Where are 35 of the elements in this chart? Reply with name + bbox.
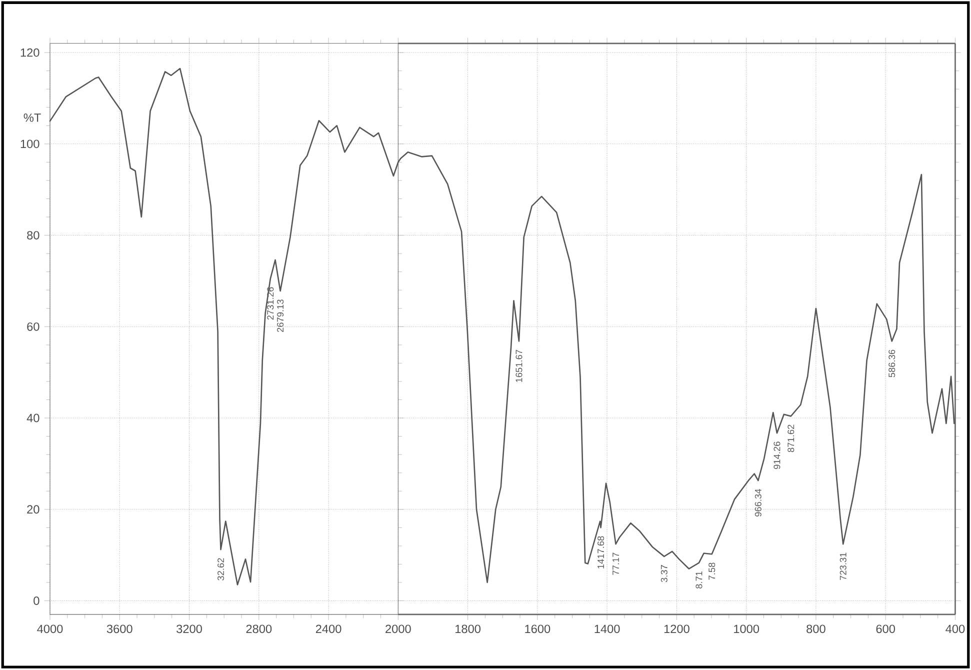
annotation: 723.31	[840, 552, 846, 580]
annotation: 1417.68	[598, 536, 604, 569]
x-tick-label: 2800	[246, 624, 272, 634]
annotation: 914.26	[774, 442, 780, 470]
x-tick-label: 3200	[176, 624, 202, 634]
y-tick-label: 20	[27, 505, 40, 514]
annotation: 2679.13	[277, 300, 284, 332]
annotation: 8.71	[696, 572, 702, 589]
annotation: 32.62	[218, 558, 224, 581]
y-tick-label: 0	[34, 596, 40, 606]
annotation: 966.34	[754, 489, 762, 517]
y-tick-label: 60	[27, 322, 40, 331]
annotation: 871.62	[788, 424, 794, 452]
x-tick-label: 1200	[664, 624, 690, 634]
x-tick-label: 2400	[316, 624, 342, 634]
y-tick-label: 120	[20, 48, 40, 57]
x-tick-label: 800	[806, 624, 826, 634]
x-tick-label: 1600	[525, 624, 550, 634]
y-axis-title: %T	[24, 114, 41, 122]
annotation: 3.37	[660, 565, 668, 582]
y-tick-label: 100	[20, 140, 40, 148]
x-tick-label: 600	[876, 624, 896, 634]
x-tick-label: 3600	[106, 624, 132, 634]
x-tick-label: 2000	[386, 624, 411, 634]
annotation: 77.17	[612, 552, 619, 575]
x-tick-label: 4000	[37, 624, 63, 634]
x-tick-label: 1000	[734, 624, 760, 634]
y-tick-label: 80	[27, 231, 40, 240]
x-tick-label: 1800	[456, 624, 480, 634]
annotation: 7.58	[708, 562, 716, 580]
annotation: 1651.67	[516, 350, 522, 382]
x-tick-label: 400	[946, 624, 965, 634]
x-tick-label: 1400	[594, 624, 620, 634]
y-tick-label: 40	[26, 414, 40, 422]
annotation: 586.36	[888, 350, 896, 378]
